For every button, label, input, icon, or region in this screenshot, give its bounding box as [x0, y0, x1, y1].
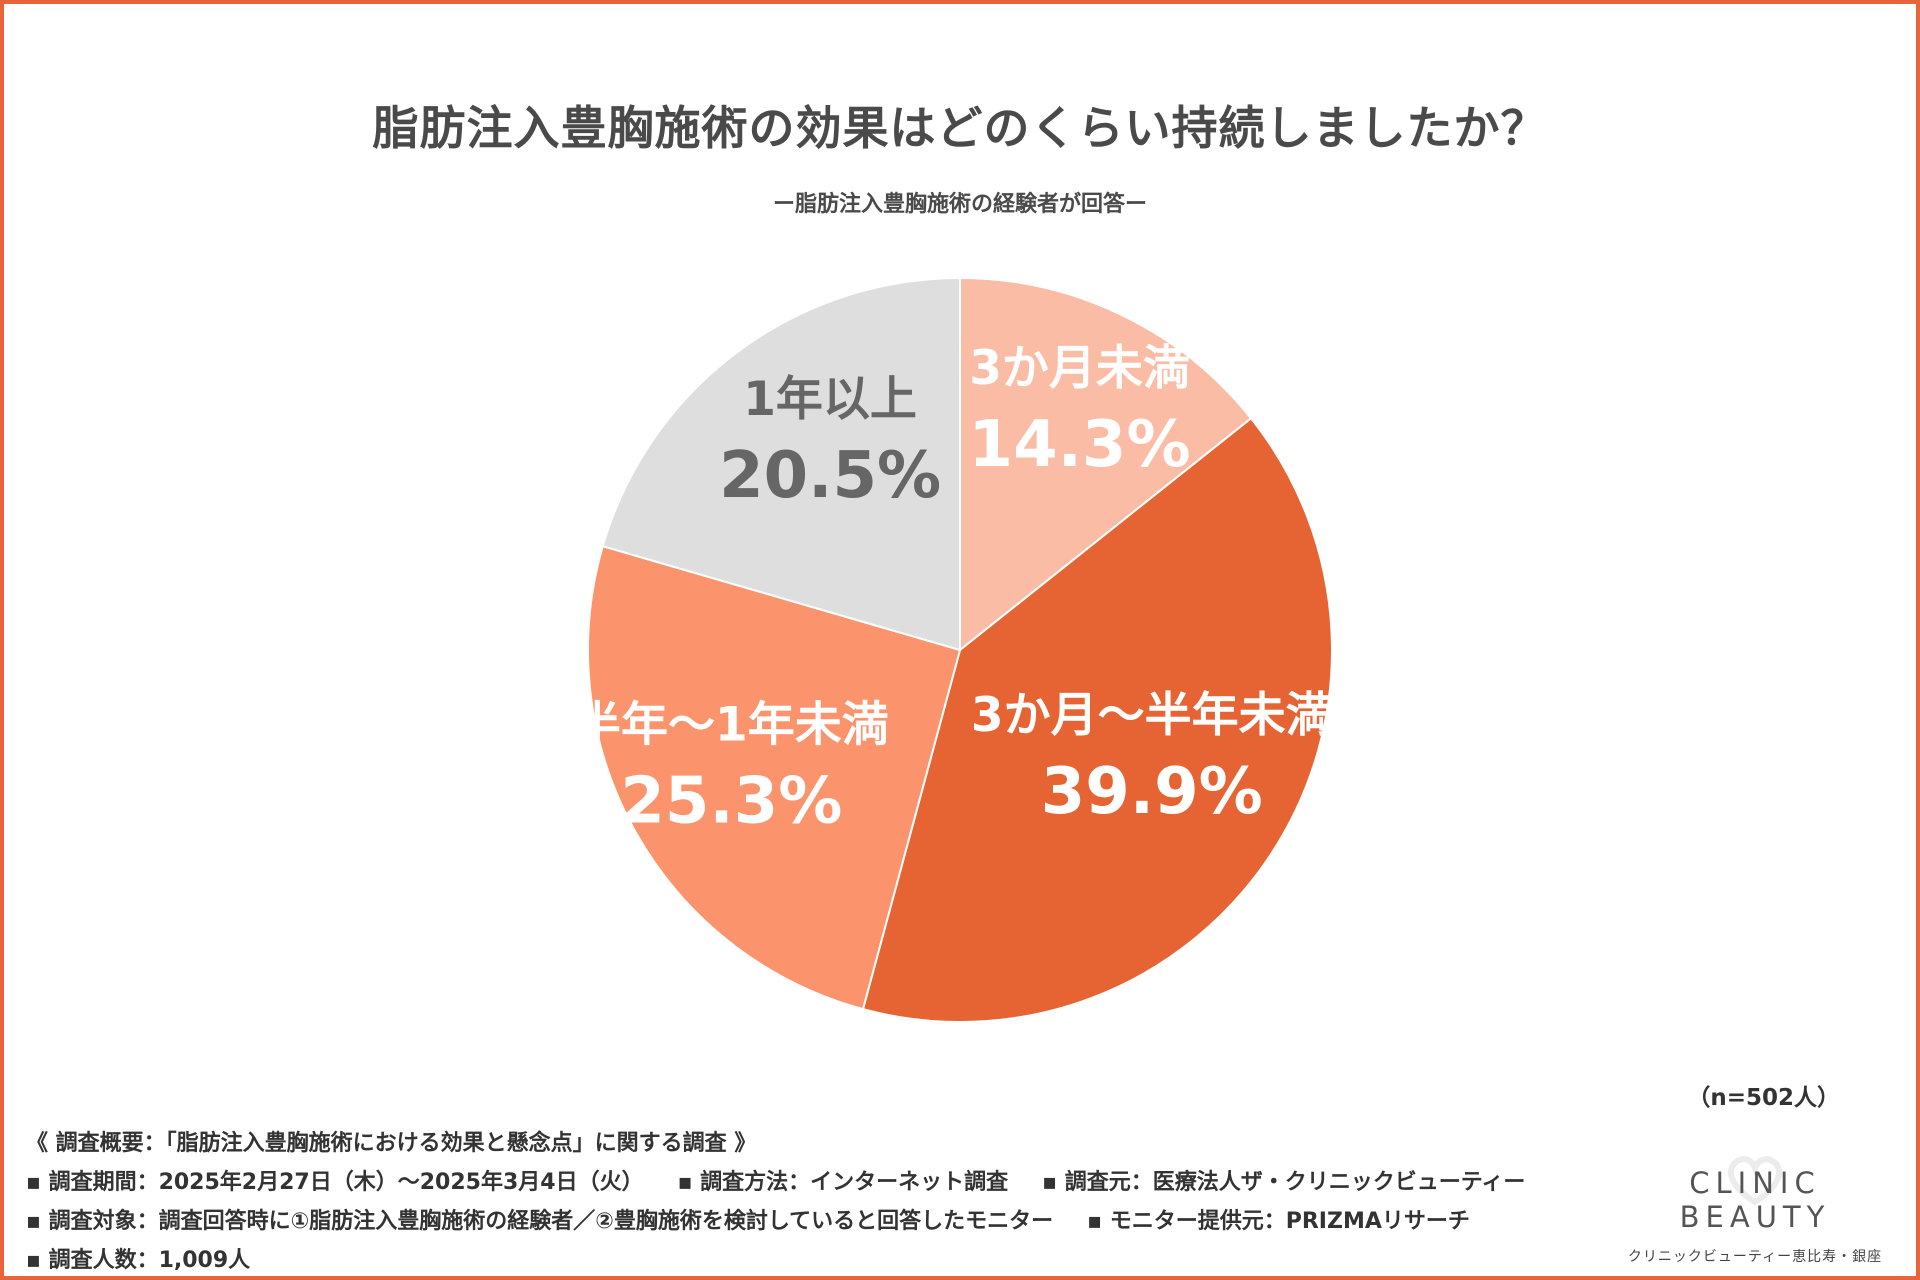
slice-label: 3か月〜半年未満 — [971, 688, 1333, 743]
slice-label: 半年〜1年未満 — [574, 697, 889, 752]
survey-overview: 《 調査概要：「脂肪注入豊胸施術における効果と懸念点」に関する調査 》 — [26, 1131, 757, 1156]
slice-value-label: 25.3% — [620, 764, 842, 838]
slice-value-label: 20.5% — [719, 439, 941, 513]
heart-logo-icon — [1728, 1156, 1782, 1206]
logo-name: CLINIC BEAUTY — [1679, 1166, 1831, 1234]
survey-line-2: ▪ 調査期間：2025年2月27日（木）〜2025年3月4日（火） ▪ 調査方法：… — [26, 1163, 1525, 1202]
pie-slice — [959, 276, 1253, 653]
survey-target: ▪ 調査対象：調査回答時に①脂肪注入豊胸施術の経験者／②豊胸施術を検討していると… — [26, 1209, 1054, 1234]
survey-source: ▪ 調査元：医療法人ザ・クリニックビューティー — [1042, 1170, 1526, 1195]
slice-label: 3か月未満 — [969, 341, 1190, 396]
sample-size: （n=502人） — [1687, 1085, 1840, 1111]
survey-notes: 《 調査概要：「脂肪注入豊胸施術における効果と懸念点」に関する調査 》 ▪ 調査… — [26, 1124, 1525, 1280]
survey-period: ▪ 調査期間：2025年2月27日（木）〜2025年3月4日（火） — [26, 1170, 644, 1195]
chart-title: 脂肪注入豊胸施術の効果はどのくらい持続しましたか？ — [372, 101, 1548, 155]
pie-slice — [587, 544, 962, 1011]
logo-subtitle: クリニックビューティー恵比寿・銀座 — [1627, 1249, 1883, 1265]
survey-count: ▪ 調査人数：1,009人 — [26, 1248, 251, 1273]
survey-method: ▪ 調査方法：インターネット調査 — [677, 1170, 1009, 1195]
survey-line-3: ▪ 調査対象：調査回答時に①脂肪注入豊胸施術の経験者／②豊胸施術を検討していると… — [26, 1202, 1525, 1241]
slice-value-label: 14.3% — [969, 408, 1191, 482]
pie-slice — [861, 416, 1333, 1023]
slice-value-label: 39.9% — [1041, 755, 1263, 829]
chart-subtitle: ー脂肪注入豊胸施術の経験者が回答ー — [772, 192, 1147, 217]
survey-provider: ▪ モニター提供元：PRIZMAリサーチ — [1087, 1209, 1470, 1234]
pie-slice — [601, 276, 961, 652]
clinic-logo: CLINIC BEAUTY クリニックビューティー恵比寿・銀座 — [1610, 1156, 1900, 1266]
slice-label: 1年以上 — [743, 372, 917, 427]
